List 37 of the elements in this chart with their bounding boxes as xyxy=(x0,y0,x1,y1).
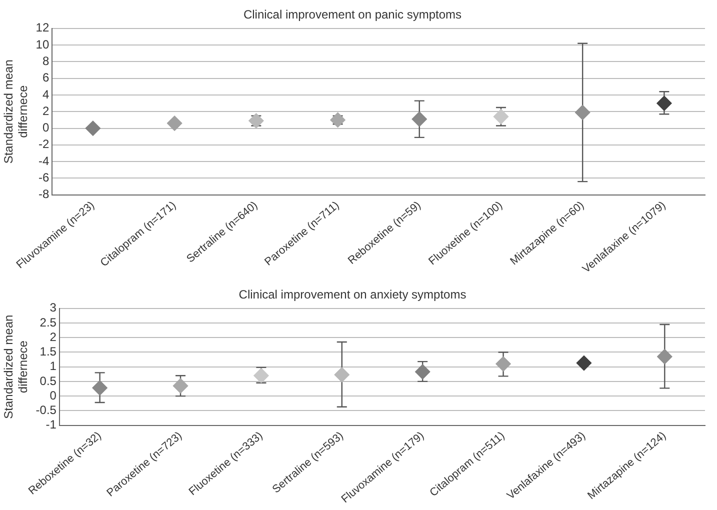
y-axis-title: Standardized mean differnece xyxy=(2,314,30,419)
point xyxy=(173,378,188,394)
chart-title: Clinical improvement on panic symptoms xyxy=(243,8,462,22)
y-tick-label: -2 xyxy=(38,137,50,152)
y-axis-title: Standardized mean differnece xyxy=(2,60,30,164)
y-tick-label: 2.5 xyxy=(40,315,57,330)
point xyxy=(167,116,182,131)
y-tick-label: 3 xyxy=(50,300,57,315)
y-tick-label: 0.5 xyxy=(40,374,57,388)
y-tick-label: 12 xyxy=(36,20,50,35)
chart-title: Clinical improvement on anxiety symptoms xyxy=(238,288,466,302)
point xyxy=(496,356,511,372)
point xyxy=(92,380,108,396)
y-tick-label: 10 xyxy=(36,37,50,52)
point xyxy=(657,349,672,364)
y-tick-label: 6 xyxy=(42,70,50,85)
point xyxy=(330,112,346,128)
y-tick-label: 2 xyxy=(50,330,57,344)
y-tick-label: 0 xyxy=(42,120,50,135)
y-tick-label: 8 xyxy=(42,54,50,68)
y-tick-label: 1.5 xyxy=(40,344,57,359)
point xyxy=(412,112,427,127)
y-tick-label: 1 xyxy=(50,359,57,374)
y-tick-label: 4 xyxy=(42,87,50,102)
point xyxy=(334,367,350,382)
point xyxy=(656,96,672,111)
point xyxy=(576,356,592,371)
y-tick-label: -6 xyxy=(38,170,50,185)
y-tick-label: 0 xyxy=(50,388,57,402)
y-tick-label: -4 xyxy=(38,154,50,168)
y-tick-label: -8 xyxy=(38,187,50,202)
y-tick-label: 2 xyxy=(42,104,50,118)
point xyxy=(415,364,430,380)
point xyxy=(85,120,100,136)
y-tick-label: -0.5 xyxy=(36,402,57,417)
point xyxy=(575,104,590,120)
y-tick-label: -1 xyxy=(46,418,57,432)
